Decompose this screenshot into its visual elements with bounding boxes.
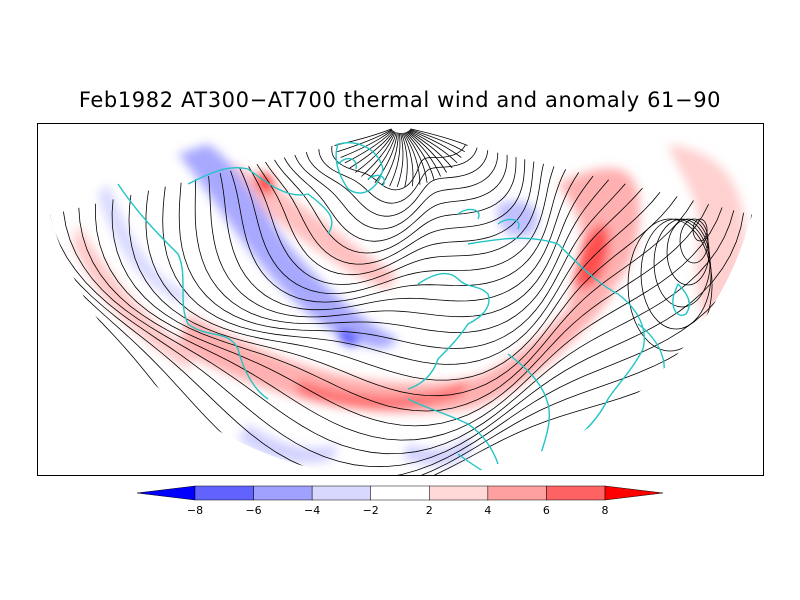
- streamline: [95, 203, 709, 427]
- streamline: [128, 194, 678, 397]
- colorbar-tick-label: −8: [186, 504, 204, 517]
- streamline: [337, 129, 393, 153]
- streamline: [403, 132, 421, 185]
- streamline: [692, 218, 708, 242]
- streamline: [178, 182, 626, 349]
- streamline: [305, 150, 489, 217]
- streamline: [355, 131, 395, 173]
- streamline: [219, 172, 580, 311]
- streamline: [331, 144, 466, 191]
- colorbar-min-triangle: [137, 485, 196, 501]
- colorbar-tick-label: 4: [484, 504, 492, 517]
- streamline: [627, 218, 713, 352]
- streamline: [38, 216, 759, 475]
- streamline: [256, 161, 535, 276]
- streamline: [318, 147, 478, 204]
- map-title: Feb1982 AT300−AT700 thermal wind and ano…: [78, 88, 722, 112]
- negative-anomaly-band: [178, 144, 398, 349]
- colorbar-segment: [487, 485, 547, 501]
- positive-anomaly-core-europe: [298, 379, 468, 409]
- streamline: [405, 132, 435, 181]
- colorbar-tick-label: −4: [304, 504, 321, 517]
- coastline-north-america: [117, 167, 333, 400]
- streamline: [361, 131, 396, 177]
- streamline: [402, 132, 414, 187]
- streamline: [401, 132, 408, 187]
- negative-anomaly-india: [403, 434, 473, 466]
- streamline: [666, 218, 710, 286]
- streamline: [194, 179, 610, 334]
- colorbar-tick-label: 6: [542, 504, 550, 517]
- positive-anomaly-pacific: [73, 224, 198, 369]
- streamline: [274, 157, 517, 254]
- streamline: [679, 218, 709, 264]
- colorbar-tick-label: −2: [362, 504, 379, 517]
- streamline: [145, 190, 661, 381]
- streamline: [283, 154, 508, 242]
- colorbar-segment: [253, 485, 313, 501]
- streamline: [407, 131, 447, 173]
- colorbar-tick-label: −6: [245, 504, 262, 517]
- positive-anomaly-canada: [223, 164, 398, 289]
- streamline: [389, 132, 401, 187]
- streamline: [265, 159, 526, 265]
- streamline: [374, 132, 398, 183]
- streamline: [78, 207, 723, 441]
- streamline: [409, 129, 465, 153]
- positive-anomaly-core-asia: [573, 224, 609, 288]
- streamline: [410, 128, 468, 146]
- colorbar-segment: [311, 485, 371, 501]
- streamline: [367, 132, 397, 181]
- streamline: [408, 130, 453, 169]
- streamline: [294, 152, 499, 230]
- streamline: [340, 129, 393, 158]
- streamline: [208, 175, 594, 318]
- anomaly-shading: [73, 144, 746, 466]
- colorbar-segment: [370, 485, 430, 501]
- colorbar-segment: [429, 485, 489, 501]
- streamline: [409, 129, 462, 158]
- coastline-europe: [407, 272, 490, 390]
- negative-anomaly-core: [337, 329, 359, 346]
- coastline-arctic-islands: [337, 157, 520, 230]
- streamline: [162, 186, 643, 365]
- coastline-africa: [407, 398, 499, 475]
- coastlines: [117, 142, 690, 475]
- coastline-middle-east: [507, 353, 550, 465]
- streamline: [408, 130, 458, 164]
- streamline: [406, 131, 441, 177]
- map-panel: [37, 123, 764, 476]
- streamline: [111, 199, 694, 412]
- colorbar-segment: [194, 485, 254, 501]
- coastline-japan: [672, 283, 690, 316]
- streamline: [248, 163, 544, 285]
- colorbar-tick-label: 8: [601, 504, 609, 517]
- coastline-greenland: [335, 142, 384, 194]
- streamline: [38, 214, 752, 475]
- colorbar: [137, 485, 663, 501]
- streamline: [404, 132, 428, 183]
- streamline: [640, 218, 712, 330]
- streamline: [344, 130, 394, 164]
- streamline: [653, 218, 711, 308]
- negative-anomaly-pacific: [98, 184, 188, 304]
- colorbar-segment: [546, 485, 606, 501]
- streamline: [349, 130, 395, 169]
- streamline: [396, 132, 404, 188]
- thermal-wind-streamlines: [38, 128, 763, 475]
- colorbar-max-triangle: [604, 485, 663, 501]
- coastline-asia: [467, 237, 645, 445]
- streamline: [49, 212, 744, 468]
- thermal-wind-map: [38, 128, 763, 475]
- colorbar-tick-label: 2: [425, 504, 433, 517]
- negative-anomaly-south: [238, 424, 338, 463]
- streamline: [239, 166, 555, 294]
